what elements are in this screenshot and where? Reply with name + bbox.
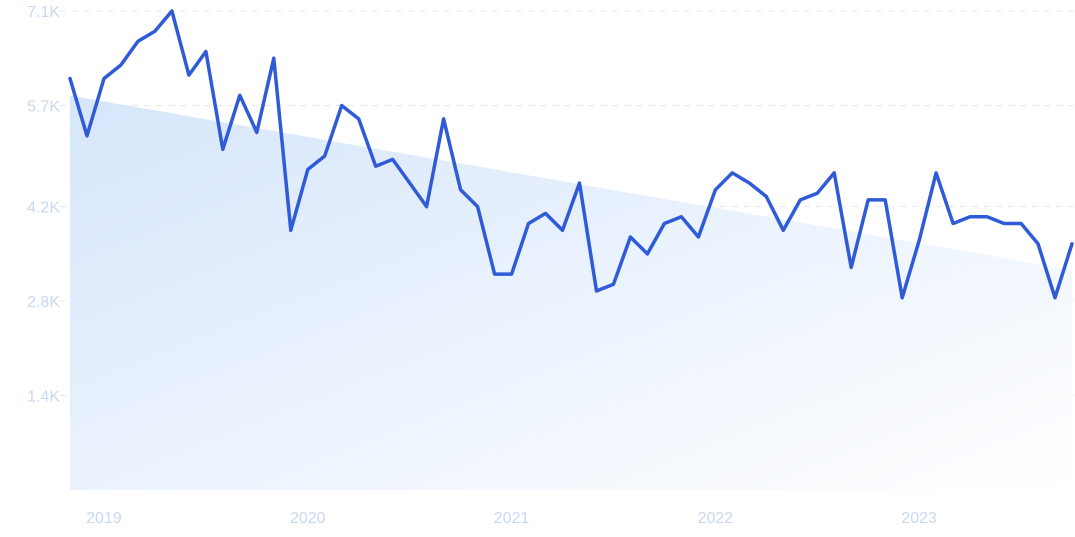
x-tick-label: 2019	[86, 510, 122, 527]
series-line	[68, 9, 1074, 300]
y-tick-label: 2.8K	[27, 294, 60, 311]
x-axis-ticks: 2019 2020 2021 2022 2023	[86, 510, 937, 527]
x-tick-label: 2021	[494, 510, 530, 527]
y-tick-label: 5.7K	[27, 98, 60, 115]
y-tick-label: 4.2K	[27, 200, 60, 217]
trend-area	[70, 95, 1072, 490]
y-axis-ticks: 1.4K 2.8K 4.2K 5.7K 7.1K	[27, 4, 60, 406]
x-tick-label: 2020	[290, 510, 326, 527]
y-tick-label: 1.4K	[27, 389, 60, 406]
x-tick-label: 2022	[698, 510, 734, 527]
y-tick-label: 7.1K	[27, 4, 60, 21]
x-tick-label: 2023	[901, 510, 937, 527]
